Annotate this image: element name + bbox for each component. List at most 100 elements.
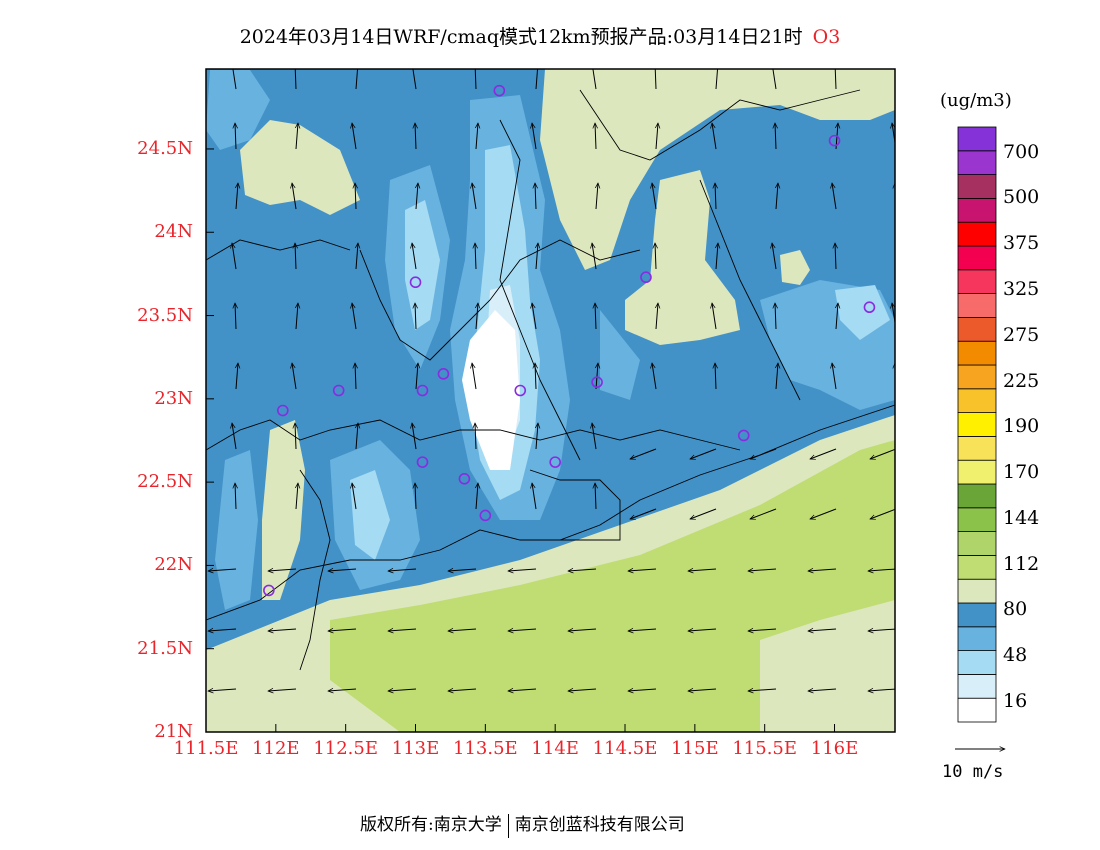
- lat-label: 23.5N: [137, 304, 193, 326]
- footer-rights: 版权所有:南京大学: [360, 815, 502, 835]
- wind-vector: [896, 63, 898, 89]
- wind-vector: [235, 303, 236, 330]
- wind-vector: [236, 183, 238, 210]
- colorbar-segment: [957, 150, 997, 176]
- wind-vector: [268, 689, 297, 691]
- colorbar-segment: [957, 626, 997, 651]
- colorbar-segment: [957, 126, 997, 152]
- wind-vector: [656, 123, 658, 150]
- stations: [263, 84, 876, 597]
- wind-vector: [355, 183, 356, 210]
- colorbar-segment: [957, 697, 997, 723]
- wind-vector: [388, 689, 417, 691]
- colorbar-label: 500: [1003, 186, 1040, 208]
- station-marker: [458, 472, 471, 485]
- wind-vector: [568, 629, 597, 631]
- wind-vector: [328, 689, 357, 691]
- wind-vector: [472, 183, 477, 210]
- wind-vector: [474, 69, 477, 90]
- colorbar-segment: [957, 555, 997, 580]
- wind-vector: [776, 363, 778, 390]
- station-marker: [640, 271, 652, 284]
- wind-vector: [595, 483, 596, 510]
- wind-vector: [715, 183, 716, 210]
- wind-vector: [750, 508, 777, 519]
- wind-vector: [868, 689, 895, 691]
- station-marker: [437, 368, 450, 380]
- colorbar: [957, 126, 997, 723]
- wind-vector: [328, 569, 357, 571]
- colorbar-segment: [957, 507, 997, 532]
- wind-vector: [448, 569, 477, 571]
- wind-vector: [296, 483, 298, 510]
- wind-vector: [596, 183, 598, 210]
- wind-vector: [748, 569, 777, 571]
- colorbar-segment: [957, 650, 997, 675]
- wind-vector: [236, 363, 238, 390]
- wind-vector: [630, 508, 657, 519]
- wind-vector: [268, 569, 297, 571]
- station-marker: [332, 384, 345, 397]
- title-main: 2024年03月14日WRF/cmaq模式12km预报产品:03月14日21时: [239, 26, 803, 48]
- wind-vector: [775, 123, 776, 150]
- lat-label: 21N: [154, 721, 193, 742]
- wind-vector: [892, 303, 895, 326]
- colorbar-unit: (ug/m3): [940, 90, 1012, 111]
- wind-vector: [772, 243, 777, 270]
- footer-company: 南京创蓝科技有限公司: [514, 815, 685, 835]
- wind-vector: [688, 689, 717, 691]
- wind-vector: [596, 363, 598, 390]
- wind-vector: [592, 423, 597, 450]
- wind-vector: [355, 363, 356, 390]
- wind-vector: [448, 629, 477, 631]
- colorbar-segment: [957, 269, 997, 294]
- colorbar-label: 170: [1003, 461, 1040, 483]
- station-marker: [479, 509, 492, 522]
- wind-vector: [595, 303, 596, 330]
- wind-vector: [352, 123, 357, 150]
- colorbar-segment: [957, 174, 997, 199]
- wind-vector: [475, 423, 476, 450]
- colorbar-segment: [957, 293, 997, 318]
- wind-vector: [532, 483, 537, 510]
- wind-vector: [356, 243, 358, 270]
- wind-vector: [776, 183, 778, 210]
- wind-vector: [835, 243, 836, 270]
- wind-vector: [232, 423, 237, 450]
- wind-vector: [688, 629, 717, 631]
- lat-label: 21.5N: [137, 637, 193, 659]
- station-marker: [737, 429, 750, 442]
- wind-vector: [656, 303, 658, 330]
- colorbar-label: 375: [1003, 232, 1040, 254]
- wind-vector: [232, 243, 237, 270]
- lon-label: 114.5E: [592, 738, 658, 759]
- wind-vector: [715, 69, 719, 90]
- lat-label: 22.5N: [137, 471, 193, 493]
- wind-vector: [295, 243, 296, 270]
- wind-vector: [808, 689, 837, 691]
- wind-vector: [592, 69, 597, 90]
- wind-vector: [412, 243, 417, 270]
- wind-vector: [688, 569, 717, 571]
- lat-label: 23N: [154, 387, 193, 409]
- wind-vector: [655, 243, 656, 270]
- lon-label: 113E: [391, 738, 440, 759]
- colorbar-label: 325: [1003, 278, 1040, 300]
- wind-vector: [712, 303, 717, 330]
- wind-vector: [292, 363, 297, 390]
- wind-vector: [628, 629, 657, 631]
- wind-vector: [352, 483, 357, 510]
- wind-vector: [568, 569, 597, 571]
- colorbar-segment: [957, 197, 997, 223]
- lon-label: 115E: [671, 738, 719, 759]
- title-pollutant: O3: [812, 26, 841, 48]
- colorbar-segment: [957, 364, 997, 390]
- station-marker: [263, 584, 275, 597]
- wind-vector: [412, 423, 417, 450]
- wind-vector: [748, 629, 777, 631]
- wind-vector: [356, 423, 358, 450]
- wind-vector: [536, 243, 538, 270]
- station-marker: [514, 384, 527, 397]
- colorbar-segment: [957, 316, 997, 342]
